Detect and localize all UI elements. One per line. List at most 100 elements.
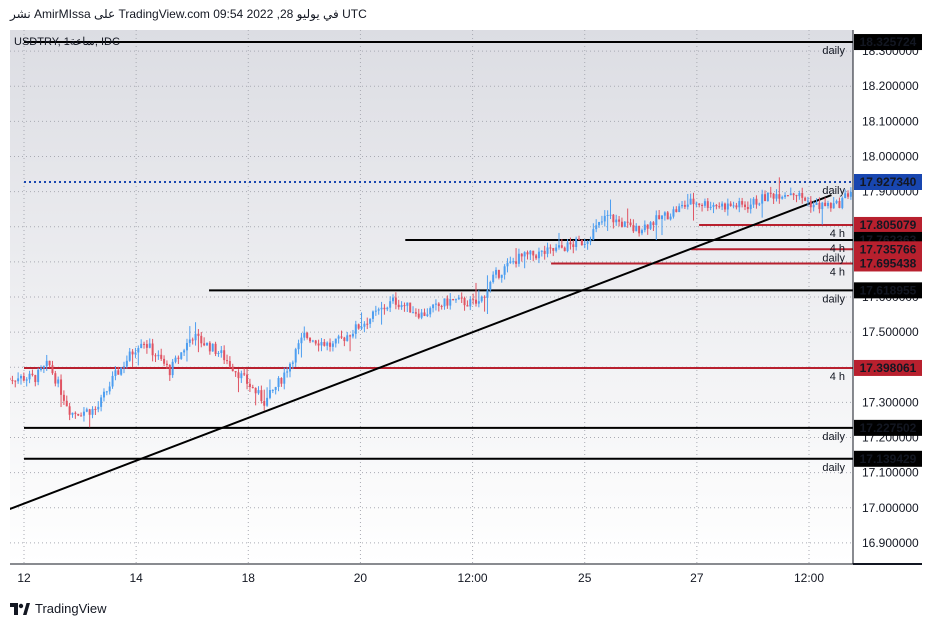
candle-body — [97, 406, 100, 410]
candle-body — [392, 297, 395, 302]
candle-body — [371, 311, 374, 319]
candle-body — [652, 222, 655, 226]
candle-body — [400, 305, 403, 308]
candle-body — [600, 221, 603, 223]
candle-body — [120, 367, 123, 375]
price-tag-box — [854, 34, 922, 51]
candle-body — [718, 206, 721, 208]
candle-body — [480, 296, 483, 302]
candle-body — [552, 247, 555, 251]
candle-body — [437, 303, 440, 306]
level-timeframe-label: 4 h — [830, 228, 845, 240]
candle-body — [228, 361, 231, 367]
candle-body — [300, 337, 303, 344]
candle-body — [629, 222, 632, 226]
candle-body — [469, 299, 472, 307]
candle-body — [417, 313, 420, 318]
candle-body — [65, 400, 68, 407]
price-tag-label: 17.735766 — [860, 242, 917, 256]
candle-body — [452, 299, 455, 301]
candle-body — [758, 203, 761, 205]
candle-body — [509, 261, 512, 263]
candle-body — [766, 192, 769, 202]
price-tag-box — [854, 359, 922, 376]
candle-body — [128, 351, 131, 361]
candle-body — [82, 411, 85, 416]
candle-body — [14, 380, 17, 382]
candle-body — [703, 201, 706, 206]
candle-body — [663, 212, 666, 216]
candle-body — [692, 198, 695, 205]
candle-body — [503, 266, 506, 275]
candle-body — [549, 247, 552, 249]
y-tick-label: 16.900000 — [862, 536, 919, 550]
candle-body — [572, 244, 575, 248]
candle-body — [340, 336, 343, 338]
candle-body — [114, 370, 117, 376]
candle-body — [686, 204, 689, 207]
candle-body — [669, 216, 672, 220]
candle-body — [546, 247, 549, 254]
candle-body — [638, 225, 641, 234]
candle-body — [824, 202, 827, 207]
candle-body — [71, 412, 74, 415]
candle-body — [303, 332, 306, 338]
candle-body — [334, 338, 337, 344]
candle-body — [606, 215, 609, 217]
candle-body — [649, 222, 652, 229]
candle-body — [721, 203, 724, 207]
candle-body — [678, 206, 681, 213]
candle-body — [208, 342, 211, 352]
candle-body — [62, 394, 65, 401]
candle-body — [117, 370, 120, 375]
candle-body — [512, 261, 515, 263]
candle-body — [331, 343, 334, 347]
candle-body — [248, 383, 251, 387]
candle-body — [185, 342, 188, 351]
candle-body — [409, 302, 412, 313]
y-tick-label: 17.100000 — [862, 466, 919, 480]
candle-body — [266, 397, 269, 406]
x-tick-label: 25 — [578, 571, 592, 585]
candle-body — [706, 201, 709, 208]
price-tag-label: 18.325724 — [860, 35, 917, 49]
candle-body — [42, 366, 45, 369]
price-tag-box — [854, 282, 922, 299]
candle-body — [738, 201, 741, 208]
candle-body — [784, 195, 787, 197]
footer-brand: TradingView — [35, 601, 107, 616]
candle-body — [380, 307, 383, 310]
publisher-header: نشر AmirMIssa على TradingView.com في يول… — [10, 7, 367, 21]
candle-body — [457, 297, 460, 300]
candle-body — [91, 408, 94, 415]
candle-body — [829, 202, 832, 209]
candle-body — [11, 380, 14, 382]
candle-body — [595, 225, 598, 230]
candle-body — [412, 312, 415, 314]
price-tag-box — [854, 241, 922, 258]
candle-body — [217, 352, 220, 355]
candle-body — [443, 298, 446, 307]
price-tag-label: 17.227502 — [860, 421, 917, 435]
candle-body — [131, 351, 134, 355]
candle-body — [735, 205, 738, 208]
candle-body — [74, 412, 77, 414]
candle-body — [397, 304, 400, 308]
candle-body — [446, 298, 449, 306]
x-tick-label: 20 — [354, 571, 368, 585]
candle-body — [271, 389, 274, 391]
x-tick-label: 12 — [17, 571, 31, 585]
candle-body — [288, 363, 291, 372]
candle-body — [211, 343, 214, 352]
candle-body — [812, 204, 815, 208]
candle-body — [672, 209, 675, 217]
candle-body — [108, 386, 111, 392]
candle-body — [100, 397, 103, 407]
candle-body — [51, 365, 54, 374]
candle-body — [174, 357, 177, 362]
level-timeframe-label: 4 h — [830, 243, 845, 255]
candle-body — [68, 406, 71, 415]
candle-body — [640, 230, 643, 234]
trendline — [10, 194, 832, 511]
candle-body — [263, 401, 266, 406]
